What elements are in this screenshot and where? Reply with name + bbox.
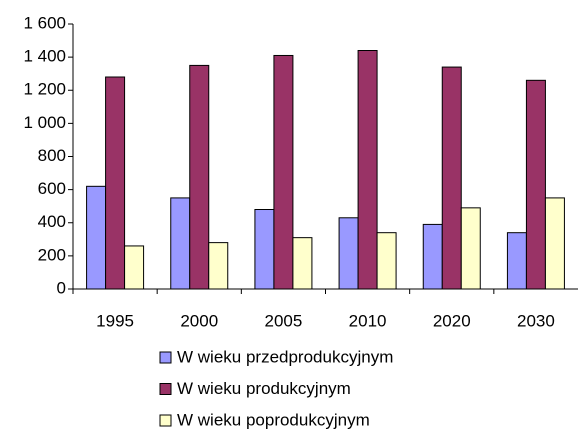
bar <box>422 223 443 290</box>
y-tick-label: 800 <box>38 146 66 165</box>
legend-label: W wieku produkcyjnym <box>177 379 351 398</box>
bar <box>441 66 462 290</box>
x-tick-label: 2030 <box>517 311 555 330</box>
legend-label: W wieku przedprodukcyjnym <box>177 347 393 366</box>
bar <box>189 64 210 290</box>
y-tick-label: 1 200 <box>23 80 66 99</box>
bar <box>86 185 107 290</box>
x-tick-label: 2020 <box>433 311 471 330</box>
legend-swatch <box>159 383 172 395</box>
x-tick-label: 2000 <box>180 311 218 330</box>
y-tick-label: 0 <box>57 278 66 297</box>
bar <box>525 79 546 290</box>
y-tick-label: 1 600 <box>23 13 66 32</box>
bar <box>460 207 481 290</box>
legend-swatch <box>159 414 172 427</box>
bar <box>273 54 294 290</box>
bar <box>506 232 527 290</box>
x-tick-label: 1995 <box>96 311 134 330</box>
x-tick-label: 2005 <box>265 311 303 330</box>
bar <box>338 217 359 290</box>
y-tick-label: 1 000 <box>23 113 66 132</box>
y-tick-label: 400 <box>38 212 66 231</box>
bar <box>544 197 565 290</box>
x-tick-label: 2010 <box>349 311 387 330</box>
bar <box>170 197 191 290</box>
y-tick-label: 200 <box>38 245 66 264</box>
y-tick-label: 600 <box>38 179 66 198</box>
legend-label: W wieku poprodukcyjnym <box>177 410 370 429</box>
bar <box>124 245 145 290</box>
bar <box>357 50 378 290</box>
legend-swatch <box>159 351 172 364</box>
y-tick-label: 1 400 <box>23 47 66 66</box>
bar <box>376 232 397 290</box>
bar <box>292 237 313 290</box>
bar <box>105 76 126 290</box>
bar <box>254 209 275 290</box>
bar <box>208 242 229 290</box>
